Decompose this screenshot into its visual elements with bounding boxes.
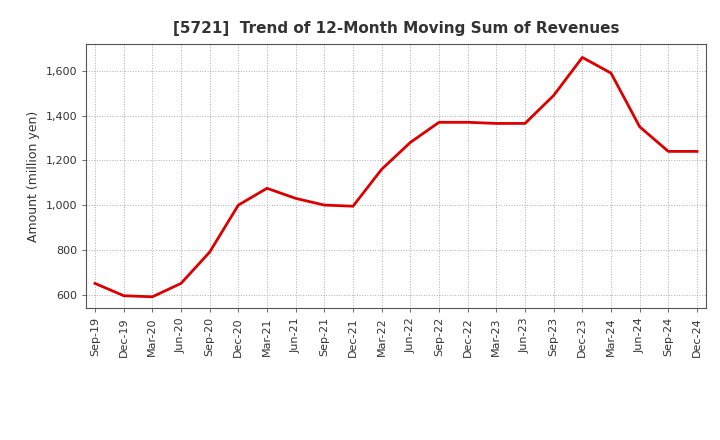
Title: [5721]  Trend of 12-Month Moving Sum of Revenues: [5721] Trend of 12-Month Moving Sum of R… — [173, 21, 619, 36]
Y-axis label: Amount (million yen): Amount (million yen) — [27, 110, 40, 242]
